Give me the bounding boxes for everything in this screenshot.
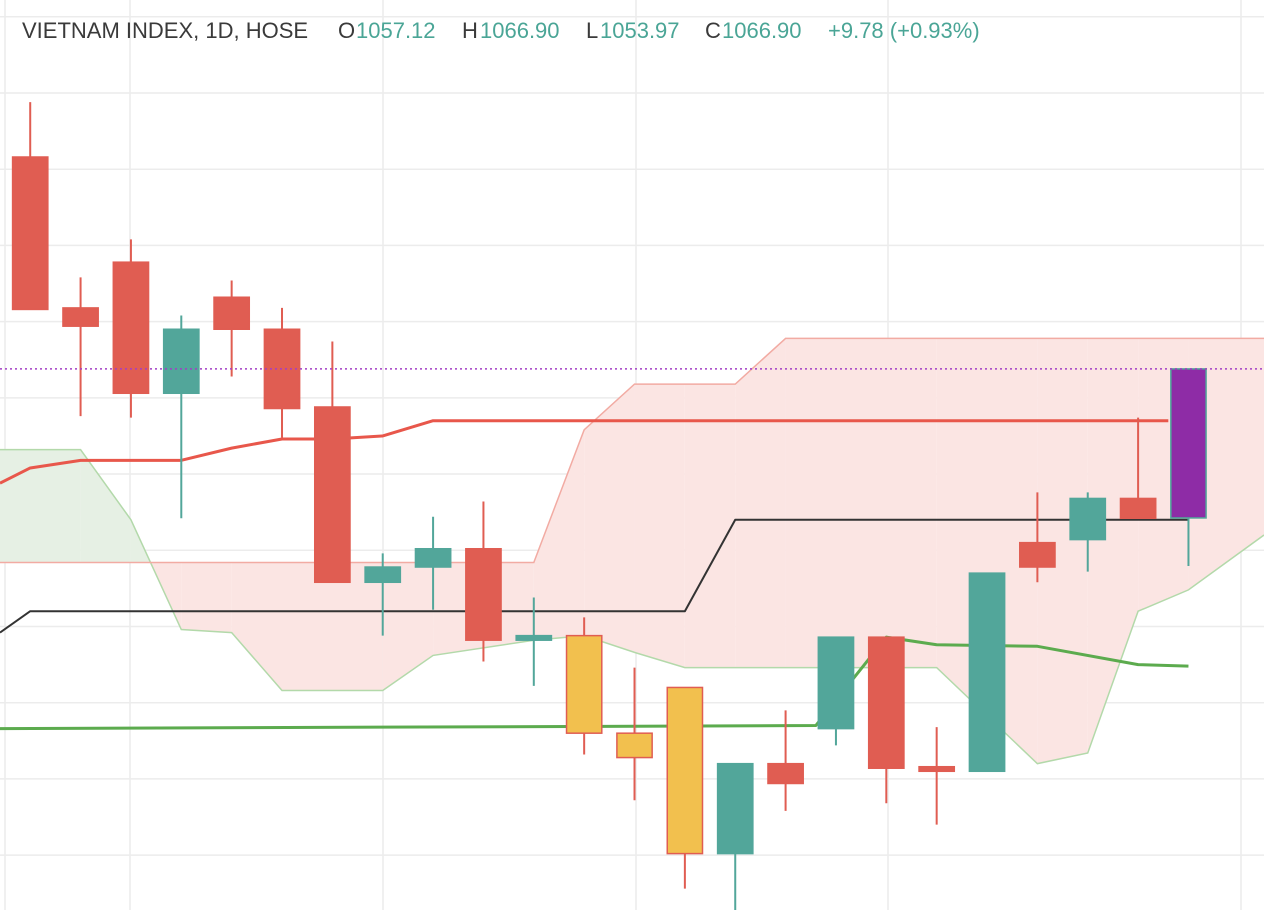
legend-label: H xyxy=(462,18,478,43)
legend-value: 1053.97 xyxy=(600,18,680,43)
candle-body xyxy=(918,765,956,773)
legend-label: L xyxy=(586,18,598,43)
candle-body xyxy=(1069,497,1107,541)
indicator-lines xyxy=(0,419,1189,731)
legend-value: 1066.90 xyxy=(722,18,802,43)
candle-body xyxy=(112,261,150,395)
legend-label: C xyxy=(705,18,721,43)
candle-body xyxy=(666,686,704,855)
candle-body xyxy=(465,547,502,641)
cloud-fill xyxy=(231,562,283,691)
cloud-fill xyxy=(584,384,635,653)
candle-body xyxy=(11,156,49,311)
change-label: +9.78 (+0.93%) xyxy=(828,18,980,43)
candle-body xyxy=(1170,368,1207,519)
cloud xyxy=(0,337,1264,765)
cloud-fill xyxy=(1188,338,1264,590)
cloud-fill xyxy=(80,449,131,563)
indicator-line xyxy=(0,635,1189,731)
legend-value: 1057.12 xyxy=(356,18,436,43)
chart-title: VIETNAM INDEX, 1D, HOSE xyxy=(22,18,308,43)
candle-body xyxy=(364,566,402,584)
candle-body xyxy=(767,762,804,785)
candle-body xyxy=(716,762,754,855)
candle-body xyxy=(213,296,251,330)
cloud-fill xyxy=(1087,338,1139,753)
candle-body xyxy=(817,636,855,730)
cloud-span xyxy=(0,448,1264,765)
candle-body xyxy=(1019,541,1056,568)
cloud-fill xyxy=(0,449,81,563)
indicator-line xyxy=(0,419,1169,485)
cloud-fill xyxy=(936,338,1038,764)
candle-body xyxy=(414,547,452,568)
indicator-line xyxy=(0,518,1189,634)
cloud-fill xyxy=(684,384,736,668)
candle-body xyxy=(515,634,553,641)
cloud-fill xyxy=(634,384,685,668)
header: VIETNAM INDEX, 1D, HOSE O 1057.12 H 1066… xyxy=(22,18,980,43)
cloud-fill xyxy=(1037,338,1088,764)
candle-body xyxy=(313,406,351,584)
candle-body xyxy=(565,634,603,734)
candle-body xyxy=(968,572,1006,773)
cloud-fill xyxy=(735,338,786,668)
candle-body xyxy=(1119,497,1157,520)
cloud-fill xyxy=(181,562,232,633)
candles xyxy=(0,102,1264,910)
cloud-fill xyxy=(785,338,937,668)
cloud-span xyxy=(0,337,1264,564)
candle-body xyxy=(616,732,653,759)
legend-value: 1066.90 xyxy=(480,18,560,43)
cloud-fill xyxy=(382,562,434,691)
candle-body xyxy=(162,328,200,395)
cloud-fill xyxy=(282,562,383,691)
legend-label: O xyxy=(338,18,355,43)
candle-body xyxy=(867,636,905,769)
candle-body xyxy=(263,328,301,410)
candle-body xyxy=(62,307,99,327)
cloud-fill xyxy=(533,429,585,641)
